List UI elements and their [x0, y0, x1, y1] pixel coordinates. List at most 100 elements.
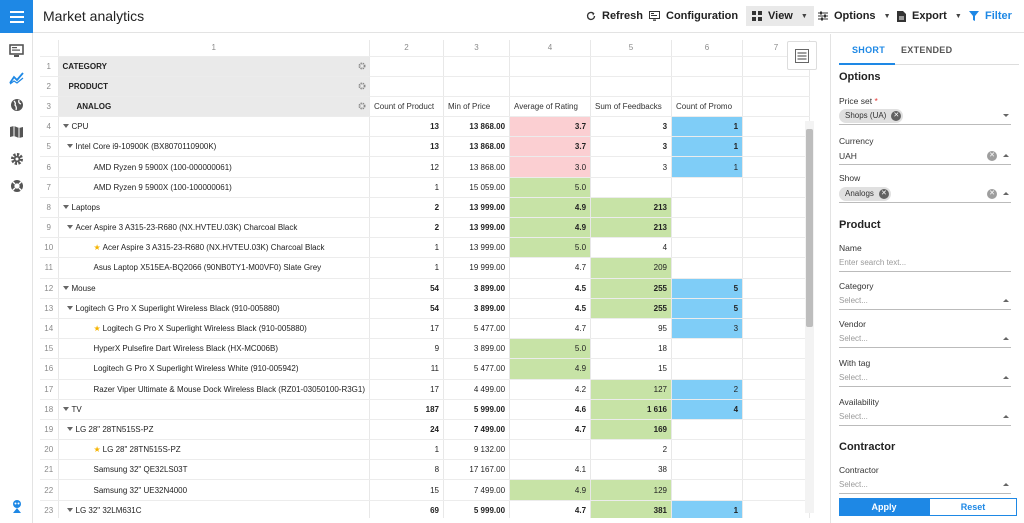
- table-row[interactable]: 7 AMD Ryzen 9 5900X (100-100000061) 1 15 05…: [40, 177, 811, 198]
- options-button[interactable]: Options ▼: [818, 6, 891, 26]
- row-label-cell[interactable]: Mouse: [58, 278, 371, 299]
- value-cell[interactable]: 13: [369, 136, 445, 158]
- value-cell[interactable]: 2: [671, 379, 744, 400]
- value-cell[interactable]: 2: [369, 197, 445, 219]
- value-cell[interactable]: 1: [369, 257, 445, 279]
- table-row[interactable]: 21 Samsung 32" QE32LS03T 8 17 167.00 4.1 38: [40, 459, 811, 481]
- table-row[interactable]: 9 Acer Aspire 3 A315-23-R680 (NX.HVTEU.03…: [40, 217, 811, 239]
- expand-toggle-icon[interactable]: [66, 507, 73, 512]
- gear-icon[interactable]: [358, 102, 366, 112]
- value-cell[interactable]: 4: [590, 237, 673, 259]
- vendor-select[interactable]: Select...: [839, 332, 1011, 348]
- value-cell[interactable]: 3 899.00: [443, 338, 511, 360]
- show-select[interactable]: Analogs ✕ ✕: [839, 187, 1011, 203]
- currency-select[interactable]: UAH ✕: [839, 149, 1011, 165]
- expand-toggle-icon[interactable]: [62, 406, 69, 411]
- table-row[interactable]: 6 AMD Ryzen 9 5900X (100-000000061) 12 13 8…: [40, 156, 811, 178]
- value-cell[interactable]: 213: [590, 197, 673, 219]
- value-cell[interactable]: [671, 177, 744, 198]
- column-number[interactable]: 3: [443, 40, 511, 57]
- row-label-cell[interactable]: Laptops: [58, 197, 371, 219]
- value-cell[interactable]: 17 167.00: [443, 459, 511, 481]
- table-row[interactable]: 16 Logitech G Pro X Superlight Wireless W…: [40, 358, 811, 380]
- value-cell[interactable]: 4.2: [509, 379, 592, 400]
- value-cell[interactable]: 15: [590, 358, 673, 380]
- value-cell[interactable]: 129: [590, 479, 673, 501]
- value-cell[interactable]: 5.0: [509, 338, 592, 360]
- value-cell[interactable]: 19 999.00: [443, 257, 511, 279]
- value-cell[interactable]: [671, 459, 744, 481]
- value-cell[interactable]: 24: [369, 419, 445, 441]
- chevron-up-icon[interactable]: [1003, 299, 1009, 302]
- table-row[interactable]: 8 Laptops 2 13 999.00 4.9 213: [40, 197, 811, 219]
- value-cell[interactable]: 3.7: [509, 136, 592, 158]
- table-row[interactable]: 18 TV 187 5 999.00 4.6 1 616 4: [40, 399, 811, 420]
- column-header[interactable]: Min of Price: [443, 96, 511, 118]
- value-cell[interactable]: 54: [369, 298, 445, 319]
- value-cell[interactable]: 17: [369, 318, 445, 340]
- value-cell[interactable]: 15 059.00: [443, 177, 511, 198]
- value-cell[interactable]: [671, 197, 744, 219]
- filter-button[interactable]: Filter: [969, 6, 1012, 26]
- config-field-analog[interactable]: ANALOG: [58, 96, 371, 118]
- table-row[interactable]: 13 Logitech G Pro X Superlight Wireless B…: [40, 298, 811, 319]
- value-cell[interactable]: 38: [590, 459, 673, 481]
- table-row[interactable]: 11 Asus Laptop X515EA-BQ2066 (90NB0TY1-M0…: [40, 257, 811, 279]
- value-cell[interactable]: 4 499.00: [443, 379, 511, 400]
- value-cell[interactable]: 3: [590, 116, 673, 138]
- value-cell[interactable]: 4.5: [509, 278, 592, 299]
- value-cell[interactable]: 11: [369, 358, 445, 380]
- name-search-input[interactable]: Enter search text...: [839, 256, 1011, 272]
- value-cell[interactable]: 209: [590, 257, 673, 279]
- value-cell[interactable]: 5 999.00: [443, 399, 511, 420]
- row-label-cell[interactable]: LG 28" 28TN515S-PZ: [58, 419, 371, 441]
- chip-remove-icon[interactable]: ✕: [891, 111, 902, 121]
- value-cell[interactable]: 3: [590, 156, 673, 178]
- chevron-up-icon[interactable]: [1003, 376, 1009, 379]
- value-cell[interactable]: 3: [590, 136, 673, 158]
- expand-toggle-icon[interactable]: [66, 426, 73, 431]
- config-field-product[interactable]: PRODUCT: [58, 76, 371, 97]
- refresh-button[interactable]: Refresh: [586, 6, 643, 26]
- column-header[interactable]: Sum of Feedbacks: [590, 96, 673, 118]
- column-header[interactable]: Average of Rating: [509, 96, 592, 118]
- map-book-icon[interactable]: [8, 123, 25, 140]
- gear-icon[interactable]: [358, 62, 366, 72]
- gear-icon[interactable]: [358, 82, 366, 92]
- value-cell[interactable]: 1: [369, 177, 445, 198]
- expand-toggle-icon[interactable]: [66, 144, 73, 149]
- value-cell[interactable]: 255: [590, 298, 673, 319]
- row-label-cell[interactable]: Acer Aspire 3 A315-23-R680 (NX.HVTEU.03K…: [58, 217, 371, 239]
- value-cell[interactable]: 5 477.00: [443, 318, 511, 340]
- table-row[interactable]: 19 LG 28" 28TN515S-PZ 24 7 499.00 4.7 169: [40, 419, 811, 441]
- value-cell[interactable]: 4.7: [509, 500, 592, 518]
- row-label-cell[interactable]: HyperX Pulsefire Dart Wireless Black (HX…: [58, 338, 371, 360]
- value-cell[interactable]: 5 999.00: [443, 500, 511, 518]
- value-cell[interactable]: 69: [369, 500, 445, 518]
- row-label-cell[interactable]: CPU: [58, 116, 371, 138]
- column-number[interactable]: 5: [590, 40, 673, 57]
- value-cell[interactable]: [671, 237, 744, 259]
- table-row[interactable]: 12 Mouse 54 3 899.00 4.5 255 5: [40, 278, 811, 299]
- row-label-cell[interactable]: Samsung 32" QE32LS03T: [58, 459, 371, 481]
- table-row[interactable]: 22 Samsung 32" UE32N4000 15 7 499.00 4.9 129: [40, 479, 811, 501]
- value-cell[interactable]: [671, 217, 744, 239]
- expand-toggle-icon[interactable]: [62, 124, 69, 129]
- value-cell[interactable]: 1: [369, 439, 445, 461]
- table-row[interactable]: 4 CPU 13 13 868.00 3.7 3 1: [40, 116, 811, 138]
- value-cell[interactable]: 4: [671, 399, 744, 420]
- value-cell[interactable]: 1: [369, 237, 445, 259]
- chevron-down-icon[interactable]: [1003, 114, 1009, 117]
- analytics-icon[interactable]: [8, 69, 25, 86]
- value-cell[interactable]: 4.1: [509, 459, 592, 481]
- row-label-cell[interactable]: TV: [58, 399, 371, 420]
- value-cell[interactable]: 95: [590, 318, 673, 340]
- value-cell[interactable]: 4.7: [509, 257, 592, 279]
- scrollbar-thumb[interactable]: [806, 129, 813, 327]
- value-cell[interactable]: 13 999.00: [443, 217, 511, 239]
- table-row[interactable]: 15 HyperX Pulsefire Dart Wireless Black (…: [40, 338, 811, 360]
- configuration-button[interactable]: Configuration ▼: [649, 6, 753, 26]
- value-cell[interactable]: 255: [590, 278, 673, 299]
- row-label-cell[interactable]: ★ LG 28" 28TN515S-PZ: [58, 439, 371, 461]
- column-number[interactable]: 2: [369, 40, 445, 57]
